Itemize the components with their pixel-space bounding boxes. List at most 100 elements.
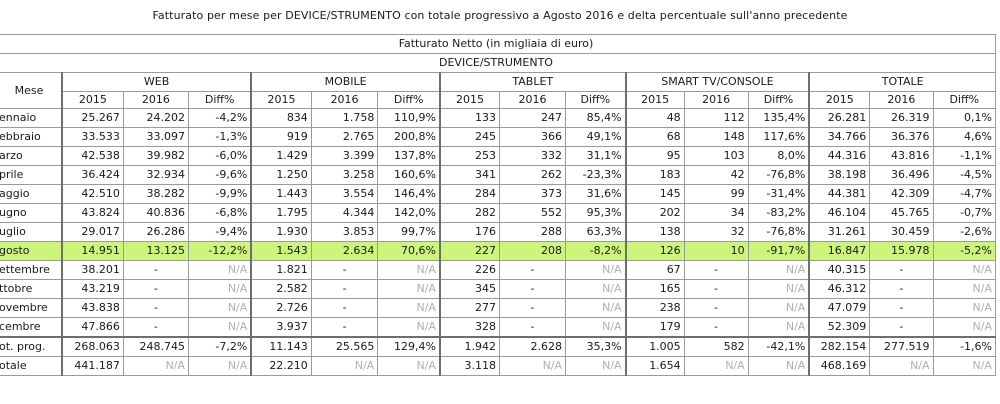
table-row: ttobre 43.219- N/A 2.582- N/A 345- N/A 165- N/A 4… <box>0 279 997 299</box>
table-cell: 1.930 <box>250 222 312 242</box>
table-cell: 39.982 <box>122 146 189 166</box>
month-label: prile <box>0 165 63 185</box>
table-cell: 44.381 <box>808 184 871 204</box>
table-cell: 1.005 <box>624 336 685 357</box>
table-cell: 248.745 <box>122 336 189 357</box>
table-cell: 43.824 <box>60 203 124 223</box>
group-header-total: TOTALE <box>808 72 997 92</box>
subcol-header-diffpct: Diff% <box>377 91 441 109</box>
table-cell: 63,3% <box>565 222 627 242</box>
table-cell: - <box>683 298 749 318</box>
month-label: otale <box>0 356 63 376</box>
table-cell: 22.210 <box>250 356 312 376</box>
table-cell: -4,7% <box>932 184 997 204</box>
table-cell: N/A <box>683 356 749 376</box>
table-cell: N/A <box>377 279 441 299</box>
table-cell: 10 <box>683 241 749 261</box>
table-cell: 43.219 <box>60 279 124 299</box>
table-row: ettembre 38.201- N/A 1.821- N/A 226- N/A 67- N/A… <box>0 260 997 280</box>
table-row: ennaio 25.267 24.202 -4,2% 834 1.758 110,9% 133… <box>0 108 997 128</box>
revenue-table: Fatturato Netto (in migliaia di euro) DE… <box>0 34 997 376</box>
table-cell: -1,6% <box>932 336 997 357</box>
table-cell: 16.847 <box>808 241 871 261</box>
subcol-header-2015: 2015 <box>808 91 871 109</box>
device-header: DEVICE/STRUMENTO <box>0 53 996 73</box>
table-cell: N/A <box>747 279 810 299</box>
table-cell: 95,3% <box>565 203 627 223</box>
table-cell: 43.816 <box>869 146 934 166</box>
table-row: uglio 29.017 26.286 -9,4% 1.930 3.853 99,7% 176… <box>0 222 997 242</box>
group-header-smart-tv: SMART TV/CONSOLE <box>624 72 810 92</box>
table-cell: - <box>683 317 749 338</box>
subcol-header-diffpct: Diff% <box>187 91 252 109</box>
table-cell: 582 <box>683 336 749 357</box>
table-cell: -9,9% <box>187 184 252 204</box>
table-cell: 3.937 <box>250 317 312 338</box>
table-cell: -83,2% <box>747 203 810 223</box>
table-cell: 32 <box>683 222 749 242</box>
table-cell: N/A <box>187 317 252 338</box>
table-cell: 13.125 <box>122 241 189 261</box>
table-cell: - <box>122 260 189 280</box>
table-cell: 345 <box>438 279 500 299</box>
table-cell: 142,0% <box>377 203 441 223</box>
table-cell: -6,8% <box>187 203 252 223</box>
table-cell: -7,2% <box>187 336 252 357</box>
table-cell: N/A <box>187 279 252 299</box>
subcol-header-diffpct: Diff% <box>565 91 627 109</box>
month-label: ettembre <box>0 260 63 280</box>
table-cell: 137,8% <box>377 146 441 166</box>
month-label: gosto <box>0 241 63 261</box>
table-cell: -5,2% <box>932 241 997 261</box>
table-cell: 38.201 <box>60 260 124 280</box>
table-cell: 208 <box>498 241 567 261</box>
table-cell: 25.267 <box>60 108 124 128</box>
table-row: arzo 42.538 39.982 -6,0% 1.429 3.399 137,8% 253… <box>0 146 997 166</box>
table-cell: 2.726 <box>250 298 312 318</box>
table-cell: 2.582 <box>250 279 312 299</box>
table-cell: N/A <box>932 260 997 280</box>
table-cell: 268.063 <box>60 336 124 357</box>
table-cell: 43.838 <box>60 298 124 318</box>
table-cell: N/A <box>122 356 189 376</box>
table-cell: 29.017 <box>60 222 124 242</box>
table-cell: -2,6% <box>932 222 997 242</box>
table-cell: 200,8% <box>377 127 441 147</box>
table-cell: N/A <box>869 356 934 376</box>
table-cell: N/A <box>747 317 810 338</box>
table-cell: 288 <box>498 222 567 242</box>
table-cell: - <box>310 298 379 318</box>
table-cell: 45.765 <box>869 203 934 223</box>
table-cell: 1.654 <box>624 356 685 376</box>
table-cell: 1.250 <box>250 165 312 185</box>
table-cell: N/A <box>377 317 441 338</box>
table-cell: N/A <box>565 356 627 376</box>
table-cell: 26.281 <box>808 108 871 128</box>
table-cell: 179 <box>624 317 685 338</box>
table-cell: 133 <box>438 108 500 128</box>
table-cell: N/A <box>565 260 627 280</box>
table-cell: 3.399 <box>310 146 379 166</box>
table-cell: 36.496 <box>869 165 934 185</box>
table-cell: 262 <box>498 165 567 185</box>
table-cell: 44.316 <box>808 146 871 166</box>
table-cell: - <box>310 317 379 338</box>
table-cell: 112 <box>683 108 749 128</box>
table-cell: 284 <box>438 184 500 204</box>
table-cell: 33.533 <box>60 127 124 147</box>
table-cell: -0,7% <box>932 203 997 223</box>
table-cell: 26.286 <box>122 222 189 242</box>
table-cell: - <box>869 298 934 318</box>
month-label: arzo <box>0 146 63 166</box>
table-cell: -9,6% <box>187 165 252 185</box>
table-row: ovembre 43.838- N/A 2.726- N/A 277- N/A 238- N/A… <box>0 298 997 318</box>
table-cell: 40.836 <box>122 203 189 223</box>
table-cell: 49,1% <box>565 127 627 147</box>
table-cell: -91,7% <box>747 241 810 261</box>
table-cell: 14.951 <box>60 241 124 261</box>
table-cell: 226 <box>438 260 500 280</box>
table-cell: 3.258 <box>310 165 379 185</box>
table-cell: 238 <box>624 298 685 318</box>
table-row: aggio 42.510 38.282 -9,9% 1.443 3.554 146,4% 28… <box>0 184 997 204</box>
table-cell: -1,1% <box>932 146 997 166</box>
